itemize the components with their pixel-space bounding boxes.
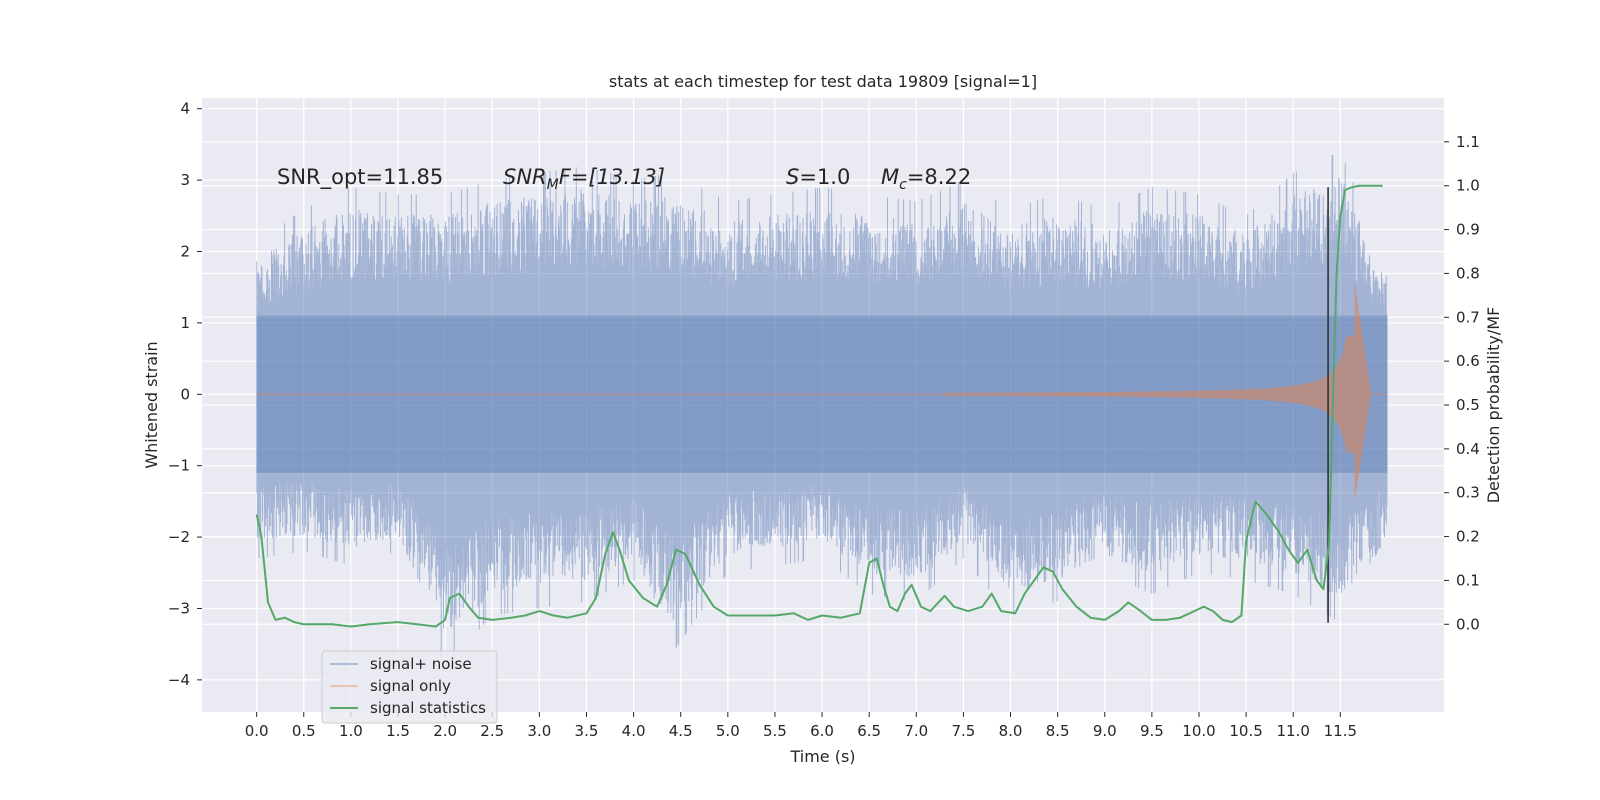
- y-left-tick-label: 0: [180, 385, 190, 403]
- x-tick-label: 7.0: [904, 722, 928, 740]
- s-annotation: S=1.0: [786, 165, 850, 189]
- mc-value: =8.22: [907, 165, 971, 189]
- y-right-tick-label: 0.2: [1456, 528, 1480, 546]
- y-right-tick-label: 0.5: [1456, 396, 1480, 414]
- x-tick-label: 8.5: [1046, 722, 1070, 740]
- y-right-tick-label: 0.7: [1456, 308, 1480, 326]
- x-tick-label: 6.0: [810, 722, 834, 740]
- grid: [202, 98, 1444, 712]
- y-right-tick-label: 1.0: [1456, 177, 1480, 195]
- x-tick-label: 11.5: [1324, 722, 1357, 740]
- snr-mf-symbol: SNR: [503, 165, 547, 189]
- x-tick-label: 10.5: [1229, 722, 1262, 740]
- noise-strokes: [256, 155, 1388, 656]
- x-tick-label: 6.5: [857, 722, 881, 740]
- x-tick-label: 7.5: [951, 722, 975, 740]
- y-right-tick-label: 0.4: [1456, 440, 1480, 458]
- x-tick-label: 4.5: [669, 722, 693, 740]
- stats-series: [255, 184, 1383, 628]
- y-left-tick-label: 4: [180, 100, 190, 118]
- y-right-tick-label: 0.6: [1456, 352, 1480, 370]
- mc-annotation: Mc=8.22: [881, 165, 971, 193]
- y-right-tick-label: 1.1: [1456, 133, 1480, 151]
- x-tick-label: 8.0: [999, 722, 1023, 740]
- axes-ticks: 0.0 0.5 1.0 1.5 2.0 2.5 3.0 3.5 4.0 4.5 5.0 5.5 6.0 6…: [168, 100, 1480, 740]
- x-tick-label: 10.0: [1182, 722, 1215, 740]
- y-axis-right-label: Detection probability/MF: [1484, 307, 1503, 504]
- x-tick-label: 5.5: [763, 722, 787, 740]
- y-right-tick-label: 0.9: [1456, 221, 1480, 239]
- snr-mf-subscript: M: [547, 177, 559, 193]
- y-left-tick-label: 3: [180, 171, 190, 189]
- mc-subscript: c: [899, 177, 907, 193]
- x-tick-label: 9.0: [1093, 722, 1117, 740]
- x-tick-label: 1.5: [386, 722, 410, 740]
- stats-line: [255, 184, 1383, 628]
- y-right-tick-label: 0.1: [1456, 571, 1480, 589]
- legend-label-stats: signal statistics: [370, 699, 486, 717]
- x-tick-label: 3.5: [575, 722, 599, 740]
- legend-box: [321, 650, 498, 724]
- x-tick-label: 11.0: [1277, 722, 1310, 740]
- legend-label-signal: signal only: [370, 677, 451, 695]
- x-tick-label: 1.0: [339, 722, 363, 740]
- signal-chirp: [944, 280, 1371, 503]
- snr-opt-annotation: SNR_opt=11.85: [277, 165, 443, 190]
- y-left-tick-label: −1: [168, 457, 190, 475]
- x-tick-label: 2.0: [433, 722, 457, 740]
- y-right-tick-label: 0.0: [1456, 615, 1480, 633]
- s-value: =1.0: [799, 165, 850, 189]
- x-tick-label: 2.5: [480, 722, 504, 740]
- snr-mf-value: F=[13.13]: [559, 165, 665, 189]
- x-tick-label: 0.0: [245, 722, 269, 740]
- mc-symbol: M: [881, 165, 899, 189]
- y-axis-left-label: Whitened strain: [142, 341, 161, 468]
- x-tick-label: 0.5: [292, 722, 316, 740]
- y-left-tick-label: 1: [180, 314, 190, 332]
- y-left-tick-label: −3: [168, 599, 190, 617]
- y-right-tick-label: 0.8: [1456, 264, 1480, 282]
- y-left-tick-label: 2: [180, 243, 190, 261]
- chart-title: stats at each timestep for test data 198…: [609, 72, 1037, 91]
- legend-label-noise: signal+ noise: [370, 655, 472, 673]
- x-tick-label: 4.0: [622, 722, 646, 740]
- y-right-tick-label: 0.3: [1456, 484, 1480, 502]
- y-left-tick-label: −2: [168, 528, 190, 546]
- signal-series: [256, 280, 1388, 503]
- x-axis-label: Time (s): [789, 747, 855, 766]
- legend: signal+ noise signal only signal statist…: [321, 650, 498, 724]
- x-tick-label: 3.0: [527, 722, 551, 740]
- x-tick-label: 5.0: [716, 722, 740, 740]
- snr-mf-annotation: SNRMF=[13.13]: [503, 165, 665, 193]
- s-symbol: S: [786, 165, 799, 189]
- x-tick-label: 9.5: [1140, 722, 1164, 740]
- y-left-tick-label: −4: [168, 671, 190, 689]
